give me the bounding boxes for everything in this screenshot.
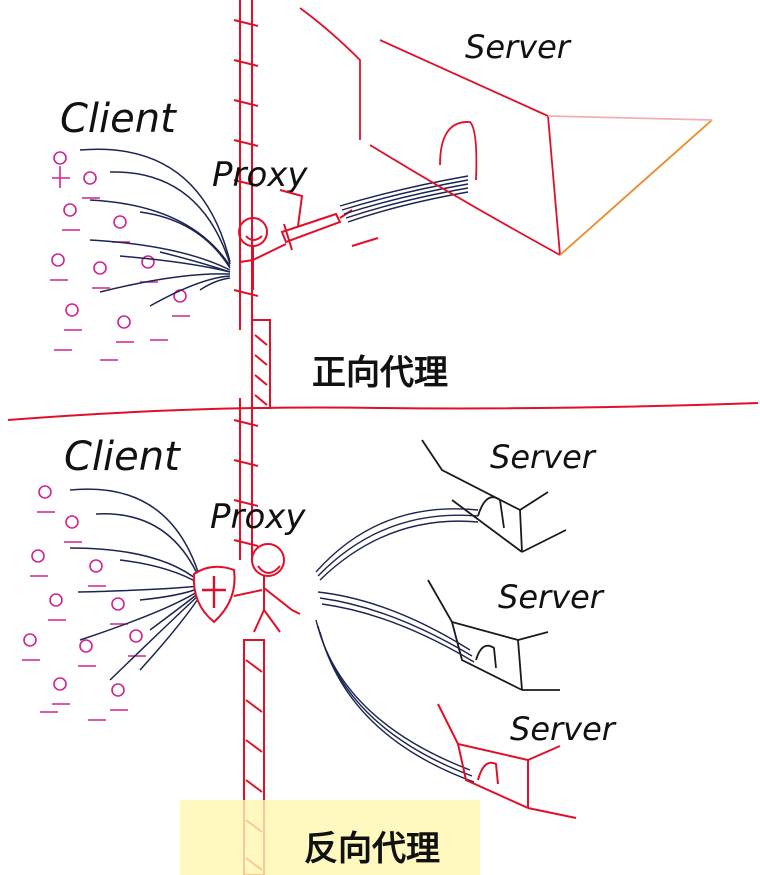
server-box-reverse-3: [437, 703, 577, 819]
server-label-reverse-3: Server: [510, 710, 617, 748]
caption-highlight: [180, 800, 480, 875]
client-crowd-reverse: [22, 485, 146, 721]
server-box-reverse-1: [421, 439, 567, 553]
server-box-forward: [299, 7, 713, 256]
proxy-label-reverse: Proxy: [210, 497, 306, 537]
proxy-figure-forward: [238, 217, 287, 290]
forward-proxy-caption: 正向代理: [312, 353, 448, 393]
server-label-forward: Server: [465, 28, 572, 66]
reverse-proxy-caption: 反向代理: [304, 829, 440, 869]
section-divider: [7, 402, 759, 421]
client-crowd: [50, 151, 190, 361]
proxy-label-forward: Proxy: [212, 155, 308, 195]
client-label-forward: Client: [60, 96, 177, 142]
server-label-reverse-2: Server: [498, 578, 605, 616]
client-label-reverse: Client: [64, 434, 181, 480]
server-label-reverse-1: Server: [490, 438, 597, 476]
proxy-request-lines: [339, 175, 469, 223]
server-box-reverse-2: [427, 579, 560, 691]
firewall-wall: [233, 0, 271, 875]
proxy-to-server-lines: [315, 508, 479, 783]
client-request-lines: [79, 148, 231, 307]
proxy-figure-reverse: [251, 543, 301, 633]
shield-icon: [192, 565, 263, 624]
